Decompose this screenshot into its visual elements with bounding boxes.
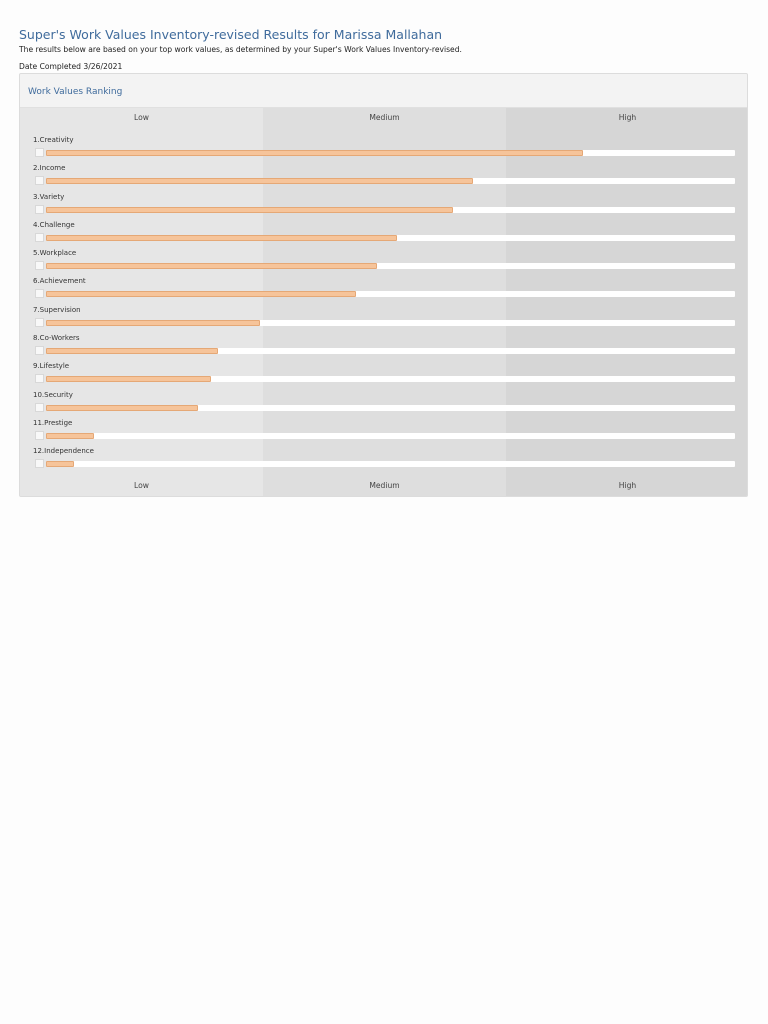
scale-label-high: High	[618, 113, 637, 122]
rank-marker	[35, 346, 44, 356]
work-value-label: 8.Co-Workers	[33, 334, 80, 343]
rank-marker	[35, 176, 44, 186]
work-value-label: 6.Achievement	[33, 277, 86, 286]
work-value-row: 10.Security	[20, 386, 747, 414]
rank-marker	[35, 430, 44, 440]
work-value-label: 12.Independence	[33, 447, 94, 456]
score-bar-track	[46, 150, 735, 156]
scale-label-medium: Medium	[369, 481, 400, 490]
rank-marker	[35, 459, 44, 469]
score-bar-fill	[46, 461, 74, 468]
rank-marker	[35, 204, 44, 214]
work-value-label: 7.Supervision	[33, 305, 81, 314]
scale-header-top: Low Medium High	[20, 109, 747, 125]
work-value-label: 3.Variety	[33, 192, 65, 201]
score-bar-fill	[46, 206, 453, 213]
scale-label-medium: Medium	[369, 113, 400, 122]
work-value-row: 6.Achievement	[20, 272, 747, 300]
work-value-row: 8.Co-Workers	[20, 329, 747, 357]
work-value-label: 11.Prestige	[33, 418, 73, 427]
score-bar-track	[46, 234, 735, 241]
score-bar-fill	[46, 404, 198, 411]
rank-marker	[35, 317, 44, 327]
scale-label-high: High	[618, 481, 637, 490]
date-completed: Date Completed 3/26/2021	[19, 62, 123, 71]
work-value-label: 2.Income	[33, 164, 66, 173]
work-values-list: 1.Creativity 2.Income 3.Variety 4.Challenge…	[20, 131, 747, 471]
low-band	[20, 108, 263, 496]
score-bar-track	[46, 432, 735, 439]
medium-band	[263, 108, 506, 496]
work-value-row: 2.Income	[20, 159, 747, 187]
score-bar-track	[46, 178, 735, 185]
score-bar-fill	[46, 178, 474, 185]
scale-header-bottom: Low Medium High	[20, 477, 747, 493]
score-bar-fill	[46, 263, 377, 270]
score-bar-fill	[46, 348, 219, 355]
scale-label-low: Low	[134, 481, 149, 490]
score-bar-track	[46, 263, 735, 270]
score-bar-fill	[46, 432, 95, 439]
rank-marker	[35, 402, 44, 412]
score-bar-track	[46, 291, 735, 298]
high-band	[506, 108, 747, 496]
score-bar-fill	[46, 291, 357, 298]
work-values-ranking-panel: Work Values Ranking Low Medium High 1.Cr…	[19, 73, 748, 497]
score-bar-fill	[46, 234, 398, 241]
score-bar-track	[46, 206, 735, 213]
results-description: The results below are based on your top …	[19, 45, 462, 54]
score-bar-track	[46, 461, 735, 468]
score-bar-track	[46, 348, 735, 355]
score-bar-fill	[46, 319, 260, 326]
work-value-row: 5.Workplace	[20, 244, 747, 272]
work-value-row: 9.Lifestyle	[20, 357, 747, 385]
work-value-label: 5.Workplace	[33, 249, 77, 258]
score-bar-fill	[46, 376, 212, 383]
panel-header: Work Values Ranking	[20, 74, 747, 108]
rank-marker	[35, 289, 44, 299]
work-value-row: 11.Prestige	[20, 414, 747, 442]
work-value-row: 3.Variety	[20, 188, 747, 216]
rank-marker	[35, 148, 44, 157]
scale-label-low: Low	[134, 113, 149, 122]
rank-marker	[35, 374, 44, 384]
work-value-label: 1.Creativity	[33, 136, 74, 144]
work-value-row: 1.Creativity	[20, 131, 747, 159]
work-value-row: 12.Independence	[20, 442, 747, 470]
panel-title: Work Values Ranking	[28, 87, 123, 97]
rank-marker	[35, 261, 44, 271]
scale-bands	[20, 108, 747, 496]
score-bar-track	[46, 376, 735, 383]
work-value-row: 7.Supervision	[20, 301, 747, 329]
work-value-label: 9.Lifestyle	[33, 362, 70, 371]
score-bar-fill	[46, 150, 584, 156]
work-value-row: 4.Challenge	[20, 216, 747, 244]
rank-marker	[35, 232, 44, 242]
work-value-label: 4.Challenge	[33, 220, 75, 229]
page-title: Super's Work Values Inventory-revised Re…	[19, 27, 443, 42]
score-bar-track	[46, 319, 735, 326]
work-value-label: 10.Security	[33, 390, 73, 399]
score-bar-track	[46, 404, 735, 411]
